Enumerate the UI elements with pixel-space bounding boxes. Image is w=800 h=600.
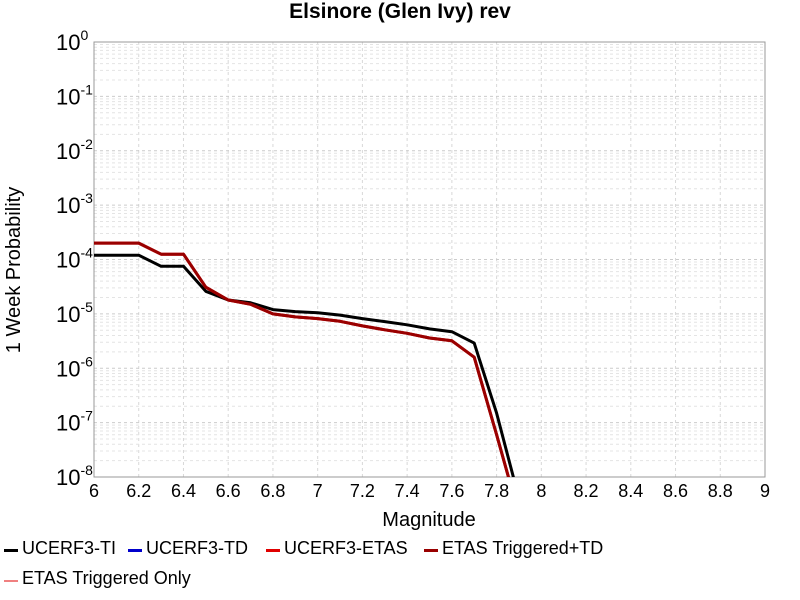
grid (93, 42, 766, 478)
legend-swatch (266, 549, 280, 552)
x-tick-label: 8.4 (618, 481, 643, 501)
x-tick-label: 9 (760, 481, 770, 501)
x-tick-label: 8.8 (708, 481, 733, 501)
x-tick-label: 7.2 (350, 481, 375, 501)
legend-label: ETAS Triggered+TD (442, 538, 604, 558)
legend-label: UCERF3-TI (22, 538, 116, 558)
legend: UCERF3-TI UCERF3-TD UCERF3-ETAS ETAS Tri… (0, 536, 800, 600)
x-tick-label: 6.8 (260, 481, 285, 501)
chart-svg: Elsinore (Glen Ivy) rev 6 6.2 6.4 6.6 6.8 7 7.… (3, 0, 770, 531)
series-layer (94, 241, 515, 477)
x-tick-label: 6.4 (171, 481, 196, 501)
legend-swatch (4, 579, 18, 582)
y-tick-label: 10-6 (56, 353, 93, 381)
legend-item-etas-triggered-td: ETAS Triggered+TD (424, 538, 603, 559)
y-tick-label: 100 (56, 27, 88, 55)
legend-swatch (4, 549, 18, 552)
y-tick-label: 10-4 (56, 245, 93, 273)
legend-label: ETAS Triggered Only (22, 568, 191, 588)
x-tick-label: 7.6 (439, 481, 464, 501)
series-line-etas-triggered-td (94, 241, 511, 477)
x-tick-label: 6 (89, 481, 99, 501)
y-tick-label: 10-3 (56, 190, 93, 218)
y-axis-label: 1 Week Probability (3, 187, 25, 353)
x-tick-label: 7.4 (395, 481, 420, 501)
legend-swatch (128, 549, 142, 552)
x-tick-label: 7.8 (484, 481, 509, 501)
x-tick-label: 8.2 (574, 481, 599, 501)
x-tick-label: 8 (536, 481, 546, 501)
y-tick-label: 10-7 (56, 408, 93, 436)
x-tick-label: 6.2 (126, 481, 151, 501)
y-tick-label: 10-2 (56, 136, 93, 164)
series-line-ucerf3-ti (94, 253, 515, 477)
legend-item-etas-triggered-only: ETAS Triggered Only (4, 568, 191, 589)
chart-title: Elsinore (Glen Ivy) rev (289, 0, 511, 23)
legend-item-ucerf3-etas: UCERF3-ETAS (266, 538, 408, 559)
legend-label: UCERF3-TD (146, 538, 248, 558)
plot-area (93, 41, 766, 478)
legend-item-ucerf3-td: UCERF3-TD (128, 538, 248, 559)
legend-label: UCERF3-ETAS (284, 538, 408, 558)
x-tick-label: 8.6 (663, 481, 688, 501)
x-axis-label: Magnitude (382, 509, 475, 531)
legend-swatch (424, 549, 438, 552)
x-axis-ticks: 6 6.2 6.4 6.6 6.8 7 7.2 7.4 7.6 7.8 8 8.2 8.4 8.6 8.8 9 (89, 481, 770, 501)
y-tick-label: 10-5 (56, 299, 93, 327)
y-axis-ticks: 100 10-1 10-2 10-3 10-4 10-5 10-6 10-7 10-8 (56, 27, 93, 490)
y-tick-label: 10-1 (56, 81, 93, 109)
x-tick-label: 7 (313, 481, 323, 501)
y-tick-label: 10-8 (56, 462, 93, 490)
x-tick-label: 6.6 (216, 481, 241, 501)
legend-item-ucerf3-ti: UCERF3-TI (4, 538, 116, 559)
